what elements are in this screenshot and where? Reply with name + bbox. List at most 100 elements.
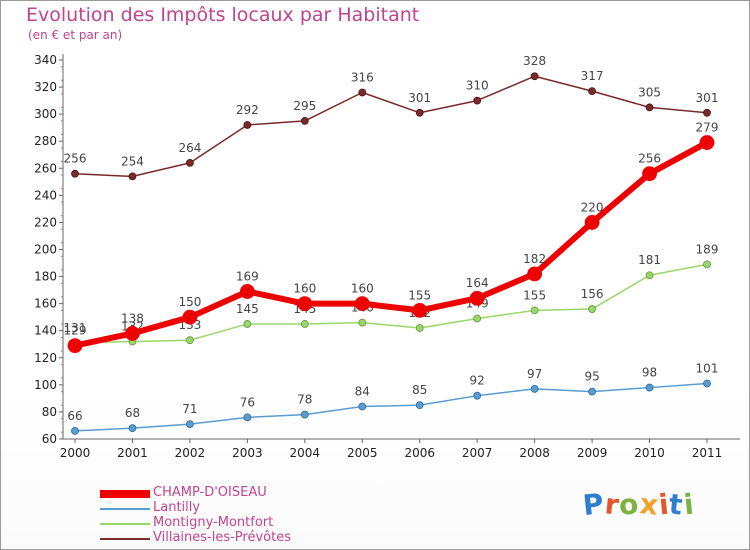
y-tick-label: 280 xyxy=(34,134,57,148)
y-tick-label: 160 xyxy=(34,297,57,311)
data-point-champ-d-oiseau xyxy=(642,166,657,182)
x-tick-label: 2005 xyxy=(347,446,378,460)
data-point-montigny-montfort xyxy=(243,320,252,328)
y-tick-label: 120 xyxy=(34,351,57,365)
legend-swatch xyxy=(100,490,150,498)
data-point-champ-d-oiseau xyxy=(182,309,198,325)
data-point-montigny-montfort xyxy=(186,336,194,345)
data-label-villaines-les-pr-v-tes: 264 xyxy=(178,141,201,155)
legend-label: Villaines-les-Prévôtes xyxy=(153,530,291,545)
x-tick-label: 2000 xyxy=(60,446,91,460)
data-point-montigny-montfort xyxy=(530,306,539,315)
data-point-villaines-les-pr-v-tes xyxy=(473,96,482,105)
legend-label: Montigny-Montfort xyxy=(153,515,274,530)
legend-label: CHAMP-D'OISEAU xyxy=(153,485,267,500)
y-tick-label: 100 xyxy=(34,378,57,392)
data-label-villaines-les-pr-v-tes: 292 xyxy=(236,103,259,117)
data-point-lantilly xyxy=(128,424,137,433)
data-point-champ-d-oiseau xyxy=(297,296,313,312)
data-point-montigny-montfort xyxy=(358,318,367,327)
data-point-montigny-montfort xyxy=(588,305,596,313)
data-point-montigny-montfort xyxy=(703,260,711,269)
data-label-villaines-les-pr-v-tes: 254 xyxy=(121,154,144,168)
y-tick-label: 180 xyxy=(34,270,57,284)
data-point-champ-d-oiseau xyxy=(412,303,428,318)
legend-swatch xyxy=(100,538,150,540)
data-label-villaines-les-pr-v-tes: 316 xyxy=(351,70,374,84)
y-tick-label: 200 xyxy=(34,243,57,257)
data-point-villaines-les-pr-v-tes xyxy=(186,158,194,167)
data-point-montigny-montfort xyxy=(415,324,424,332)
data-label-montigny-montfort: 181 xyxy=(638,253,661,267)
chart-subtitle: (en € et par an) xyxy=(28,28,123,42)
data-label-lantilly: 68 xyxy=(125,406,140,420)
y-tick-label: 320 xyxy=(34,80,57,94)
proxiti-logo: Proxiti xyxy=(581,486,696,523)
y-tick-label: 340 xyxy=(34,53,57,67)
data-point-lantilly xyxy=(530,385,539,393)
x-tick-label: 2009 xyxy=(577,446,608,460)
x-tick-label: 2008 xyxy=(519,446,550,460)
data-label-lantilly: 98 xyxy=(642,366,657,380)
data-label-lantilly: 95 xyxy=(584,370,599,384)
data-point-villaines-les-pr-v-tes xyxy=(530,72,539,81)
data-label-champ-d-oiseau: 155 xyxy=(408,288,431,302)
y-tick-label: 300 xyxy=(34,107,57,121)
data-point-villaines-les-pr-v-tes xyxy=(300,117,309,125)
data-label-champ-d-oiseau: 160 xyxy=(351,282,374,296)
data-label-villaines-les-pr-v-tes: 301 xyxy=(408,91,431,105)
data-point-champ-d-oiseau xyxy=(354,296,370,312)
legend-label: Lantilly xyxy=(153,500,201,515)
data-point-champ-d-oiseau xyxy=(469,290,485,306)
data-point-lantilly xyxy=(186,420,194,429)
chart-title: Evolution des Impôts locaux par Habitant xyxy=(26,4,420,26)
legend-swatch xyxy=(100,508,150,510)
data-point-villaines-les-pr-v-tes xyxy=(588,87,596,96)
data-label-villaines-les-pr-v-tes: 256 xyxy=(64,152,87,166)
data-label-villaines-les-pr-v-tes: 305 xyxy=(638,85,661,99)
x-tick-label: 2006 xyxy=(404,446,435,460)
data-label-champ-d-oiseau: 160 xyxy=(293,282,316,296)
data-point-villaines-les-pr-v-tes xyxy=(71,169,79,178)
data-point-villaines-les-pr-v-tes xyxy=(645,103,654,112)
data-label-montigny-montfort: 131 xyxy=(64,321,87,335)
x-tick-label: 2004 xyxy=(290,446,321,460)
series-line-lantilly xyxy=(74,382,708,432)
y-tick-label: 240 xyxy=(34,188,57,202)
data-label-champ-d-oiseau: 169 xyxy=(236,269,259,283)
data-point-lantilly xyxy=(645,383,654,392)
data-point-lantilly xyxy=(300,410,309,419)
data-label-champ-d-oiseau: 182 xyxy=(523,252,546,266)
data-point-champ-d-oiseau xyxy=(239,284,255,299)
data-label-champ-d-oiseau: 256 xyxy=(638,152,661,166)
data-label-villaines-les-pr-v-tes: 328 xyxy=(523,54,546,68)
data-point-lantilly xyxy=(703,379,711,388)
data-point-lantilly xyxy=(358,402,367,411)
data-label-villaines-les-pr-v-tes: 301 xyxy=(696,91,719,105)
data-label-lantilly: 76 xyxy=(240,395,255,409)
legend-swatch xyxy=(100,523,150,525)
logo-letter: P xyxy=(581,486,607,523)
data-label-montigny-montfort: 156 xyxy=(581,287,604,301)
logo-letter: i xyxy=(681,487,696,522)
x-tick-label: 2003 xyxy=(232,446,263,460)
data-point-champ-d-oiseau xyxy=(584,215,600,230)
data-label-montigny-montfort: 145 xyxy=(236,302,259,316)
data-label-lantilly: 97 xyxy=(527,367,542,381)
x-tick-label: 2001 xyxy=(117,446,148,460)
data-label-champ-d-oiseau: 138 xyxy=(121,311,144,325)
x-tick-label: 2007 xyxy=(462,446,493,460)
data-point-champ-d-oiseau xyxy=(67,338,83,354)
data-point-villaines-les-pr-v-tes xyxy=(243,121,252,129)
data-label-villaines-les-pr-v-tes: 310 xyxy=(466,79,489,93)
data-point-lantilly xyxy=(588,387,596,396)
y-tick-label: 260 xyxy=(34,161,57,175)
data-label-montigny-montfort: 189 xyxy=(696,242,719,256)
data-point-montigny-montfort xyxy=(645,271,654,280)
data-point-champ-d-oiseau xyxy=(527,266,543,282)
data-point-lantilly xyxy=(473,391,482,400)
data-point-villaines-les-pr-v-tes xyxy=(703,108,711,117)
data-point-villaines-les-pr-v-tes xyxy=(358,88,367,97)
data-label-lantilly: 66 xyxy=(67,409,82,423)
data-point-lantilly xyxy=(243,413,252,422)
